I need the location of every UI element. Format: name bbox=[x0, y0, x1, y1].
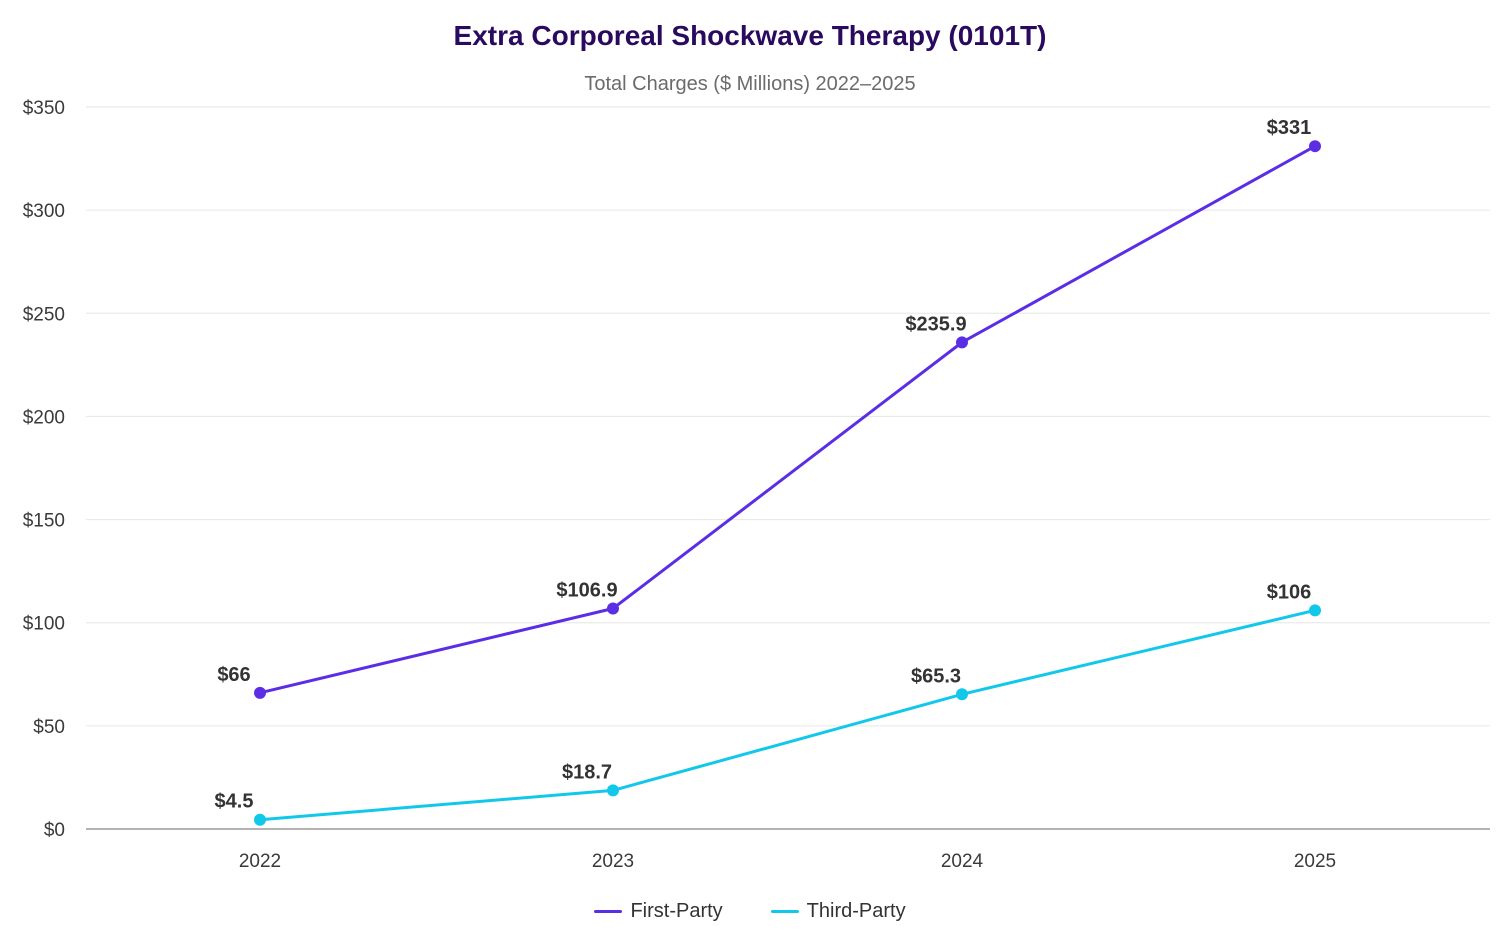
data-label: $235.9 bbox=[905, 313, 966, 335]
series-line-third-party bbox=[259, 608, 1316, 822]
data-label: $106 bbox=[1267, 581, 1312, 603]
y-tick-label: $200 bbox=[23, 407, 65, 428]
x-tick-label: 2024 bbox=[941, 851, 984, 872]
data-label: $65.3 bbox=[911, 665, 961, 687]
y-tick-label: $250 bbox=[23, 304, 65, 325]
data-point bbox=[607, 602, 619, 615]
chart-title: Extra Corporeal Shockwave Therapy (0101T… bbox=[453, 20, 1047, 51]
y-tick-label: $50 bbox=[33, 717, 65, 738]
data-point bbox=[254, 813, 266, 826]
data-label: $106.9 bbox=[556, 579, 617, 601]
legend-label-third-party: Third-Party bbox=[806, 900, 906, 922]
data-label: $331 bbox=[1267, 117, 1312, 139]
data-point bbox=[1309, 604, 1321, 617]
data-point bbox=[1309, 140, 1321, 153]
y-tick-label: $150 bbox=[23, 511, 65, 532]
legend-label-first-party: First-Party bbox=[630, 900, 723, 922]
y-tick-label: $350 bbox=[23, 98, 65, 119]
legend-item-first-party[interactable]: First-Party bbox=[594, 900, 723, 923]
x-tick-label: 2022 bbox=[239, 851, 281, 872]
data-label: $66 bbox=[217, 664, 250, 686]
x-tick-label: 2023 bbox=[592, 851, 634, 872]
data-label: $4.5 bbox=[215, 791, 254, 813]
legend-swatch-first-party bbox=[594, 910, 623, 913]
y-tick-label: $100 bbox=[23, 614, 65, 635]
data-point bbox=[956, 336, 968, 349]
data-point bbox=[607, 784, 619, 797]
series-line-first-party bbox=[259, 144, 1316, 695]
data-point bbox=[254, 686, 266, 699]
y-tick-label: $300 bbox=[23, 201, 65, 222]
data-point bbox=[956, 688, 968, 701]
y-tick-label: $0 bbox=[44, 820, 65, 841]
x-tick-label: 2025 bbox=[1294, 851, 1336, 872]
legend: First-Party Third-Party bbox=[0, 900, 1500, 923]
chart-subtitle: Total Charges ($ Millions) 2022–2025 bbox=[584, 73, 916, 95]
legend-item-third-party[interactable]: Third-Party bbox=[770, 900, 906, 923]
data-label: $18.7 bbox=[562, 761, 612, 783]
legend-swatch-third-party bbox=[770, 910, 799, 913]
